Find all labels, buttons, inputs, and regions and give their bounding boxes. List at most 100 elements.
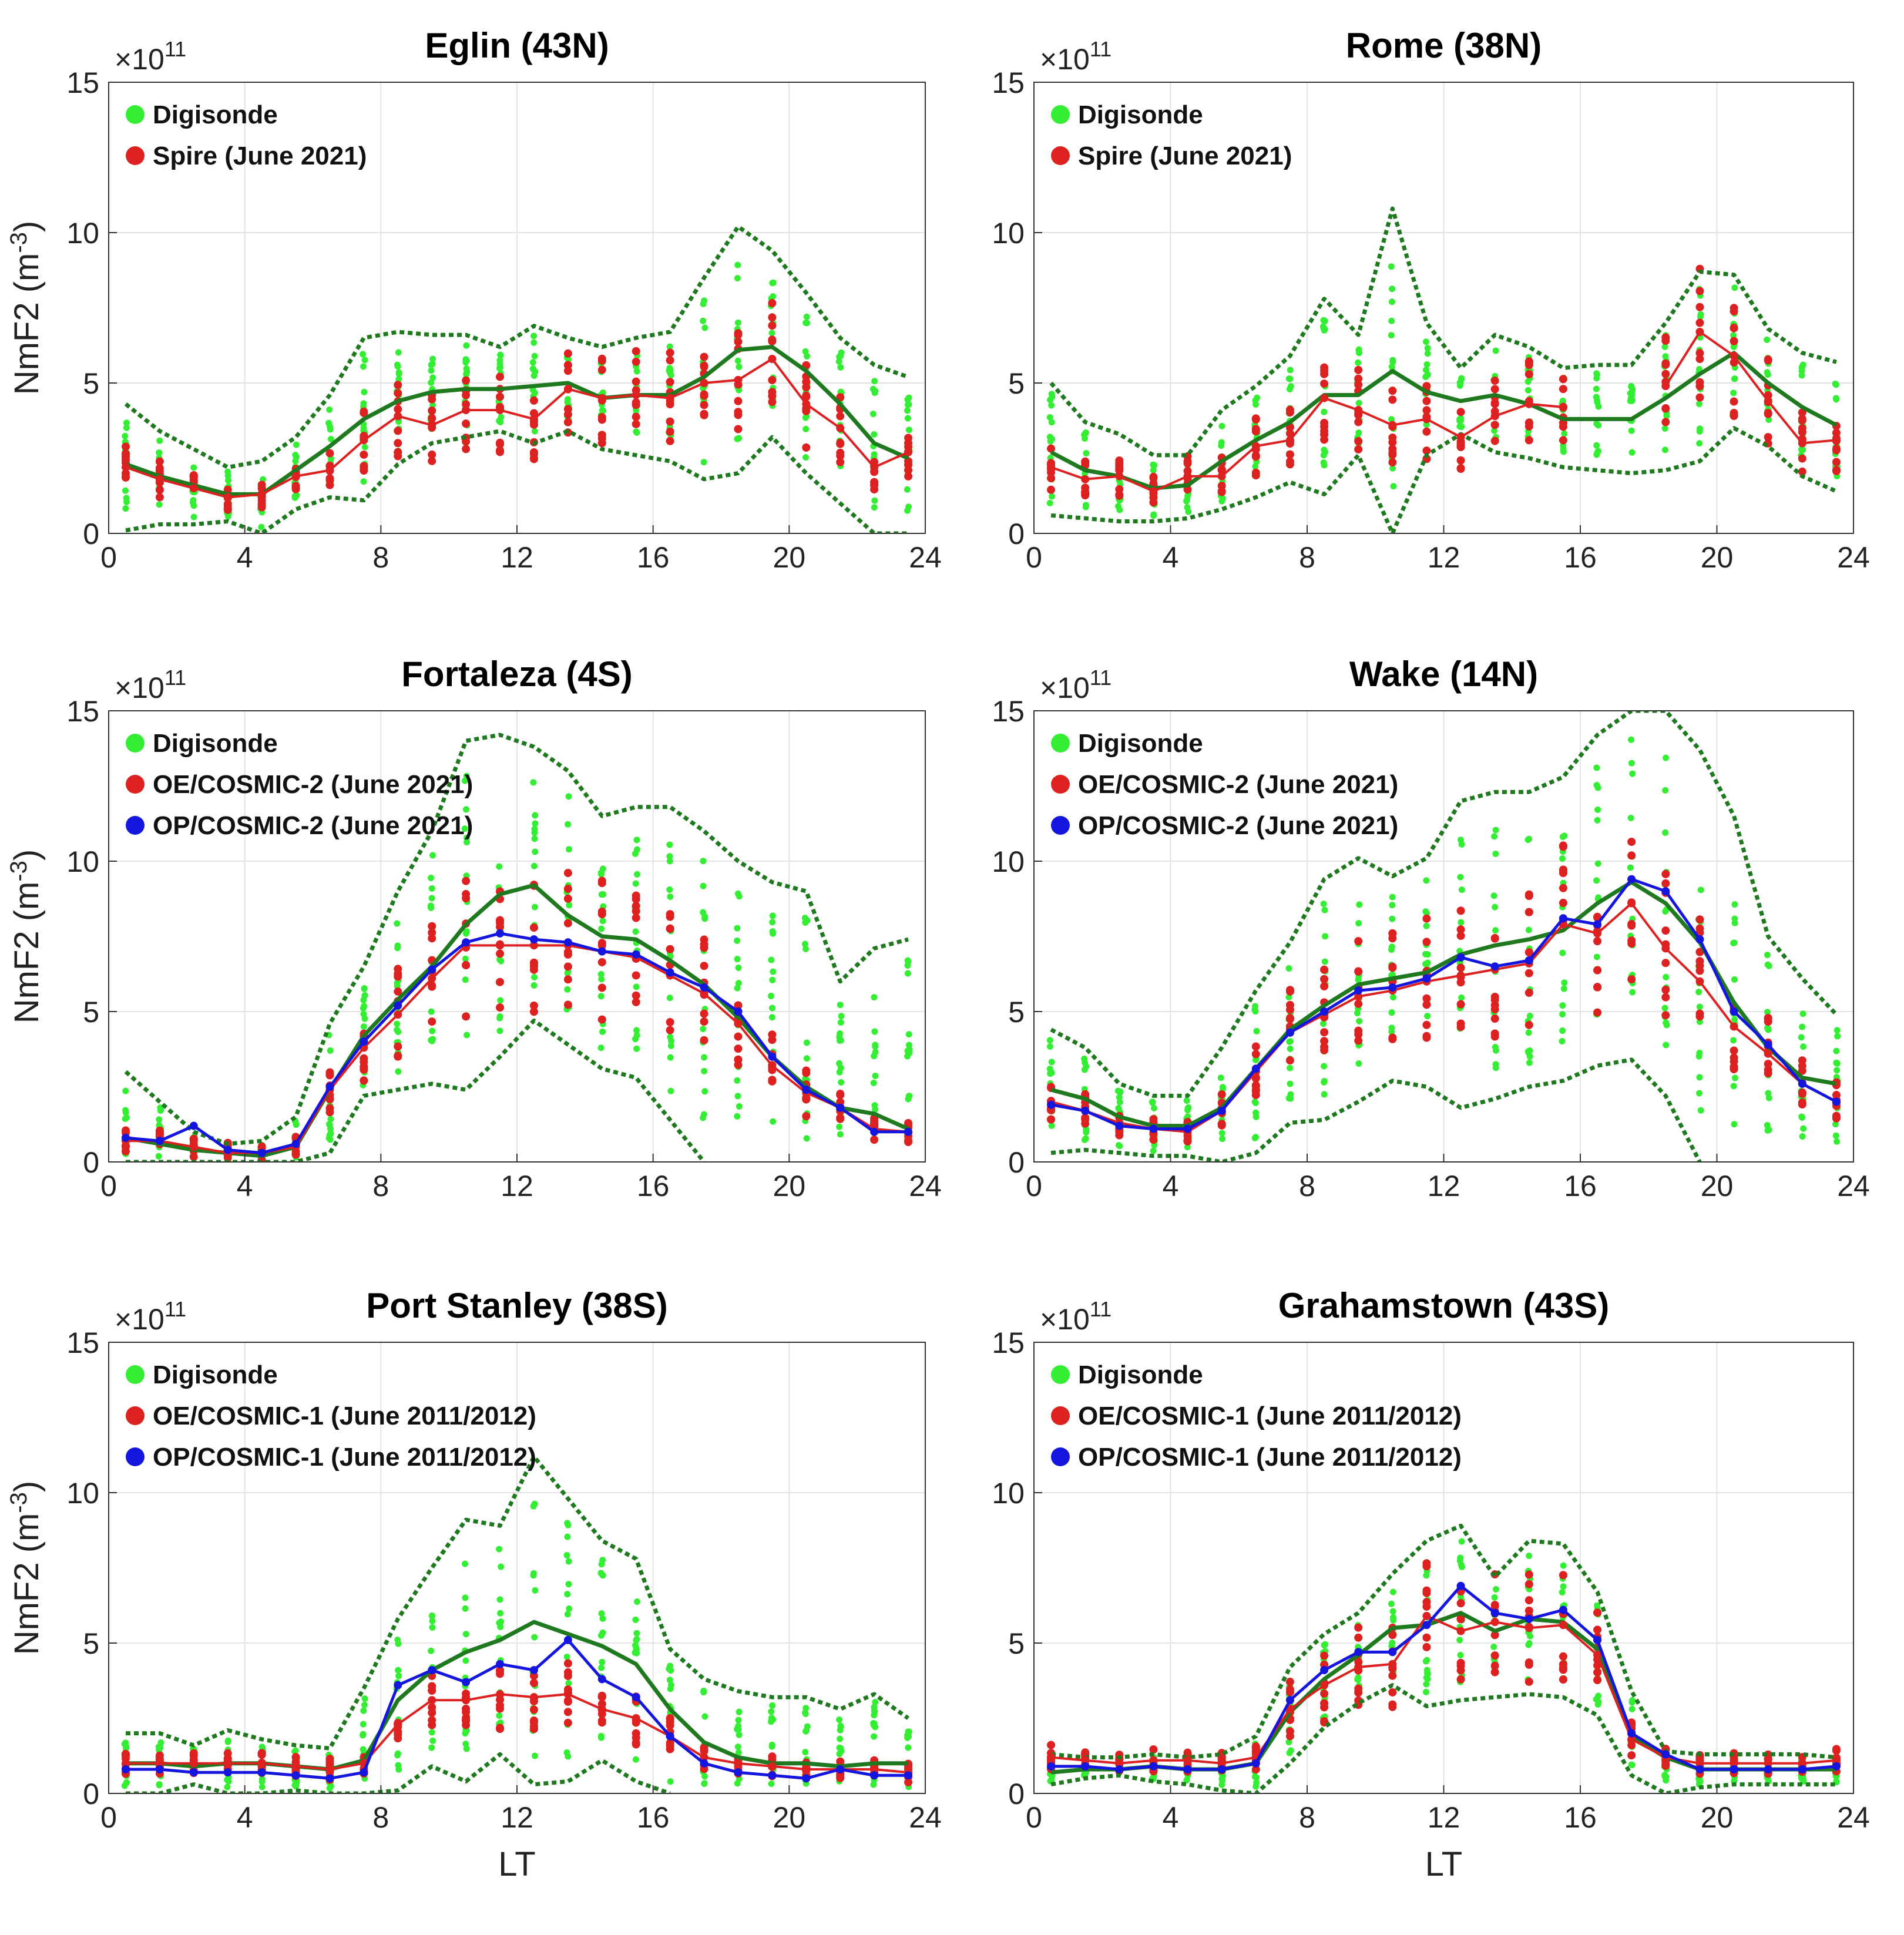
digisonde-point xyxy=(1356,1017,1363,1024)
op-marker xyxy=(529,935,538,944)
digisonde-point xyxy=(1799,361,1806,368)
op-marker xyxy=(1764,1040,1772,1049)
digisonde-point xyxy=(1696,1074,1703,1081)
op-marker xyxy=(1285,1696,1294,1705)
digisonde-point xyxy=(599,1629,606,1636)
digisonde-point xyxy=(1661,1005,1668,1012)
oe-point xyxy=(563,869,572,878)
oe-point xyxy=(155,1126,164,1135)
x-tick-label: 4 xyxy=(1163,541,1179,574)
oe-marker xyxy=(1695,1759,1704,1768)
oe-marker xyxy=(1490,1618,1499,1627)
legend-label: OP/COSMIC-2 (June 2021) xyxy=(153,811,473,840)
digisonde-point xyxy=(735,1749,742,1756)
digisonde-point xyxy=(530,339,538,346)
oe-point xyxy=(428,395,436,404)
digisonde-point xyxy=(1629,989,1636,996)
oe-point xyxy=(1695,349,1704,358)
oe-marker xyxy=(291,472,300,481)
oe-point xyxy=(360,463,368,472)
digisonde-point xyxy=(1388,1009,1395,1016)
oe-point xyxy=(700,391,708,400)
oe-point xyxy=(836,1773,845,1782)
oe-marker xyxy=(223,493,232,502)
digisonde-point xyxy=(360,478,367,485)
oe-marker xyxy=(1354,992,1363,1001)
digisonde-point xyxy=(496,1014,503,1022)
oe-point xyxy=(1764,355,1772,364)
oe-point xyxy=(496,977,505,986)
legend-label: OP/COSMIC-2 (June 2021) xyxy=(1078,811,1398,840)
digisonde-point xyxy=(1355,1060,1362,1067)
digisonde-point xyxy=(1730,389,1737,397)
op-marker xyxy=(1524,956,1533,965)
oe-point xyxy=(734,425,743,434)
op-marker xyxy=(394,1001,402,1010)
digisonde-point xyxy=(1422,1658,1429,1665)
digisonde-point xyxy=(1561,832,1568,839)
digisonde-point xyxy=(598,1664,605,1671)
digisonde-point xyxy=(1524,378,1532,385)
oe-point xyxy=(1798,1088,1806,1097)
digisonde-point xyxy=(156,437,163,444)
oe-point xyxy=(1251,415,1260,424)
oe-point xyxy=(1695,915,1704,924)
digisonde-point xyxy=(361,992,368,999)
digisonde-point xyxy=(429,852,436,859)
oe-point xyxy=(394,381,402,389)
digisonde-point xyxy=(1594,397,1601,404)
oe-point xyxy=(462,445,471,453)
op-marker xyxy=(1695,1765,1704,1774)
oe-point xyxy=(1593,1676,1602,1685)
digisonde-lower-bound-line xyxy=(125,429,908,533)
digisonde-point xyxy=(565,1753,572,1760)
digisonde-point xyxy=(1663,1042,1670,1049)
chart-panel-1: 0 4 8 12 16 20 24 0 5 10 15 ×1011 Eglin (43N) NmF2 (m… xyxy=(6,26,942,574)
oe-point xyxy=(1217,1120,1226,1128)
oe-point xyxy=(768,1076,777,1085)
data-layer xyxy=(121,733,913,1162)
digisonde-point xyxy=(1559,1027,1566,1034)
digisonde-point xyxy=(429,1737,436,1744)
digisonde-point xyxy=(1219,1084,1226,1091)
oe-point xyxy=(700,940,708,949)
digisonde-point xyxy=(599,1028,606,1035)
digisonde-point xyxy=(498,1563,505,1570)
op-marker xyxy=(291,1140,300,1148)
digisonde-point xyxy=(1730,1037,1737,1044)
digisonde-point xyxy=(803,1135,810,1142)
op-marker xyxy=(1490,1608,1499,1617)
digisonde-point xyxy=(428,379,435,386)
digisonde-point xyxy=(1423,421,1430,428)
exponent-label: ×1011 xyxy=(115,37,186,76)
digisonde-point xyxy=(1594,860,1601,867)
oe-point xyxy=(1593,1008,1602,1017)
oe-point xyxy=(462,391,471,399)
oe-point xyxy=(1695,287,1704,295)
digisonde-point xyxy=(599,1615,606,1622)
oe-marker xyxy=(768,355,777,364)
x-tick-label: 4 xyxy=(1163,1170,1179,1202)
oe-point xyxy=(632,347,640,355)
digisonde-point xyxy=(463,342,470,349)
oe-point xyxy=(496,949,505,958)
legend-label: OE/COSMIC-1 (June 2011/2012) xyxy=(153,1402,536,1430)
x-tick-label: 8 xyxy=(372,541,389,574)
oe-point xyxy=(1593,937,1602,946)
digisonde-point xyxy=(1389,1614,1396,1621)
digisonde-point xyxy=(1321,1063,1328,1070)
y-tick-label: 0 xyxy=(1008,518,1025,550)
oe-point xyxy=(529,1007,538,1016)
oe-point xyxy=(768,388,777,397)
oe-point xyxy=(428,928,436,937)
digisonde-point xyxy=(361,1695,368,1702)
digisonde-point xyxy=(122,432,129,439)
digisonde-point xyxy=(838,1079,845,1086)
oe-line xyxy=(126,1693,909,1774)
digisonde-point xyxy=(1593,375,1600,382)
oe-point xyxy=(1354,418,1363,426)
digisonde-point xyxy=(1765,962,1772,969)
digisonde-point xyxy=(1355,920,1362,927)
oe-point xyxy=(1456,925,1465,934)
x-tick-label: 16 xyxy=(637,1801,670,1834)
